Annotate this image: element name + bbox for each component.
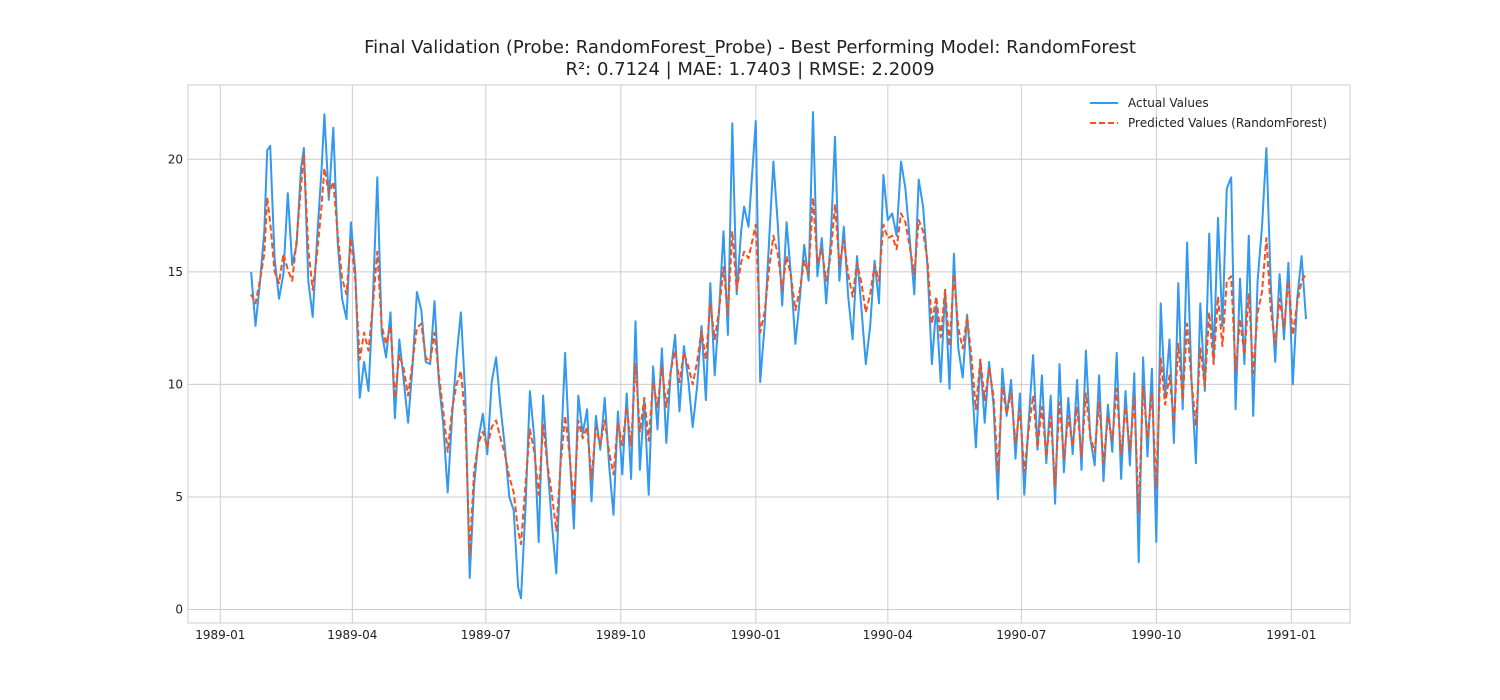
y-tick-labels: 0 5 10 15 20	[168, 152, 183, 616]
y-tick-label: 10	[168, 377, 183, 391]
x-tick-label: 1989-04	[327, 628, 377, 642]
x-tick-label: 1990-04	[863, 628, 913, 642]
x-tick-label: 1989-07	[461, 628, 511, 642]
series-line-actual	[250, 111, 1307, 600]
x-tick-label: 1989-01	[195, 628, 245, 642]
y-tick-label: 5	[175, 490, 183, 504]
series-layer	[250, 111, 1307, 600]
x-tick-labels: 1989-01 1989-04 1989-07 1989-10 1990-01 1990-…	[195, 628, 1316, 642]
x-tick-label: 1990-07	[996, 628, 1046, 642]
axes-frame	[187, 84, 1351, 624]
chart-title: Final Validation (Probe: RandomForest_Pr…	[364, 37, 1136, 58]
chart-subtitle: R²: 0.7124 | MAE: 1.7403 | RMSE: 2.2009	[565, 59, 935, 80]
y-tick-label: 20	[168, 152, 183, 166]
x-tick-label: 1989-10	[596, 628, 646, 642]
y-tick-label: 15	[168, 265, 183, 279]
legend: Actual Values Predicted Values (RandomFo…	[1090, 96, 1327, 130]
x-tick-label: 1990-01	[731, 628, 781, 642]
x-tick-label: 1990-10	[1131, 628, 1181, 642]
y-tick-label: 0	[175, 602, 183, 616]
y-gridlines	[188, 158, 1350, 610]
series-line-predicted	[250, 153, 1307, 557]
legend-label-predicted: Predicted Values (RandomForest)	[1128, 116, 1327, 130]
legend-label-actual: Actual Values	[1128, 96, 1209, 110]
x-tick-label: 1991-01	[1266, 628, 1316, 642]
